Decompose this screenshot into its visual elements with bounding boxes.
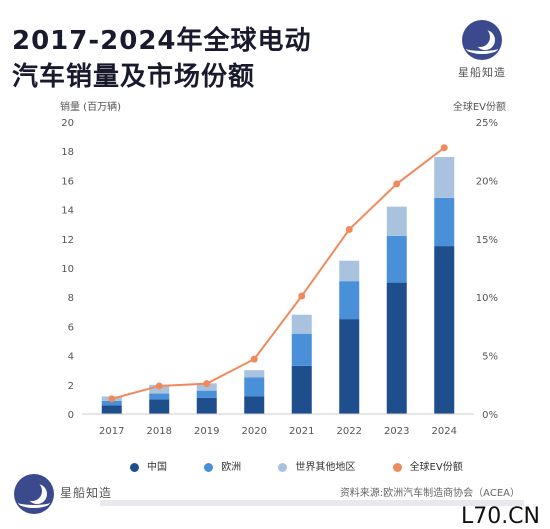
- bar-other: [291, 314, 312, 334]
- legend-swatch-europe: [204, 462, 214, 472]
- y-tick-label-left: 10: [61, 264, 74, 275]
- x-tick-label: 2020: [242, 426, 267, 437]
- bar-china: [434, 246, 455, 414]
- right-axis-title: 全球EV份额: [452, 102, 506, 113]
- legend-item-europe: 欧洲: [204, 458, 241, 473]
- ship-logo-icon: [462, 20, 502, 60]
- bar-europe: [244, 377, 265, 397]
- share-point: [298, 292, 306, 300]
- share-point: [440, 144, 448, 152]
- y-tick-label-right: 0%: [482, 410, 498, 421]
- y-tick-label-left: 20: [61, 118, 74, 129]
- brand-name-top: 星船知造: [458, 66, 506, 79]
- footer-bar: [100, 500, 524, 506]
- y-tick-label-right: 25%: [476, 118, 498, 129]
- legend-item-share: 全球EV份额: [392, 458, 463, 473]
- bar-china: [244, 396, 265, 414]
- y-tick-label-left: 14: [61, 206, 74, 217]
- chart-title-line2: 汽车销量及市场份额: [12, 62, 256, 92]
- share-line: [111, 146, 445, 400]
- y-tick-label-right: 10%: [476, 293, 498, 304]
- y-tick-label-right: 5%: [482, 352, 498, 363]
- x-tick-label: 2017: [99, 426, 124, 437]
- y-tick-label-left: 0: [68, 410, 74, 421]
- y-tick-label-left: 6: [68, 322, 74, 333]
- bar-china: [291, 365, 312, 414]
- legend-swatch-share: [392, 462, 402, 472]
- bar-europe: [101, 400, 122, 406]
- site-watermark: L70.CN: [460, 504, 540, 529]
- share-point: [203, 380, 211, 388]
- share-point: [345, 225, 353, 233]
- legend-swatch-other: [278, 462, 288, 472]
- legend-item-china: 中国: [130, 458, 167, 473]
- x-tick-label: 2021: [289, 426, 314, 437]
- share-point: [155, 382, 163, 390]
- bar-china: [149, 399, 170, 414]
- bar-china: [196, 397, 217, 414]
- legend-swatch-china: [130, 462, 139, 472]
- y-tick-label-left: 2: [68, 381, 74, 392]
- x-tick-label: 2023: [384, 426, 409, 437]
- bar-other: [386, 206, 407, 236]
- bar-china: [386, 282, 407, 414]
- bar-other: [244, 370, 265, 378]
- bar-europe: [291, 333, 312, 366]
- bar-europe: [196, 390, 217, 398]
- legend-label-china: 中国: [147, 462, 167, 473]
- bar-europe: [434, 197, 455, 247]
- y-tick-label-left: 4: [68, 352, 74, 363]
- bar-europe: [339, 281, 360, 320]
- brand-name-bottom: 星船知造: [60, 486, 113, 500]
- brand-logo-top: 星船知造: [450, 20, 514, 80]
- y-tick-label-right: 20%: [476, 176, 498, 187]
- share-point: [250, 355, 258, 363]
- legend-label-share: 全球EV份额: [409, 462, 463, 473]
- bar-other: [339, 260, 360, 282]
- bar-other: [434, 157, 455, 198]
- y-tick-label-left: 16: [61, 176, 74, 187]
- share-point: [108, 395, 116, 403]
- bar-china: [101, 405, 122, 414]
- legend-label-europe: 欧洲: [221, 462, 242, 473]
- bar-europe: [149, 393, 170, 400]
- bar-europe: [386, 235, 407, 283]
- left-axis-title: 销量 (百万辆): [60, 102, 121, 113]
- ev-sales-chart: 0 2 4 6 8 10 12 14 16 18 20 0% 5% 10% 15% 20% 25% 2017 2…: [61, 118, 498, 437]
- y-tick-label-left: 12: [61, 235, 74, 246]
- chart-title-line1: 2017-2024年全球电动: [12, 26, 312, 56]
- y-tick-label-left: 18: [61, 147, 74, 158]
- x-tick-label: 2019: [194, 426, 219, 437]
- data-source: 资料来源:欧洲汽车制造商协会（ACEA）: [339, 488, 520, 499]
- x-tick-label: 2024: [432, 426, 457, 437]
- legend-label-other: 世界其他地区: [295, 462, 356, 473]
- x-tick-label: 2022: [337, 426, 362, 437]
- bar-china: [339, 319, 360, 414]
- footer: 星船知造 资料来源:欧洲汽车制造商协会（ACEA） L70.CN: [0, 470, 550, 529]
- ship-logo-icon-bottom: [14, 474, 54, 514]
- x-tick-label: 2018: [147, 426, 172, 437]
- legend-item-other: 世界其他地区: [278, 458, 355, 473]
- y-tick-label-left: 8: [68, 293, 74, 304]
- share-point: [393, 180, 401, 188]
- y-tick-label-right: 15%: [476, 235, 498, 246]
- chart-legend: 中国 欧洲 世界其他地区 全球EV份额: [130, 458, 497, 473]
